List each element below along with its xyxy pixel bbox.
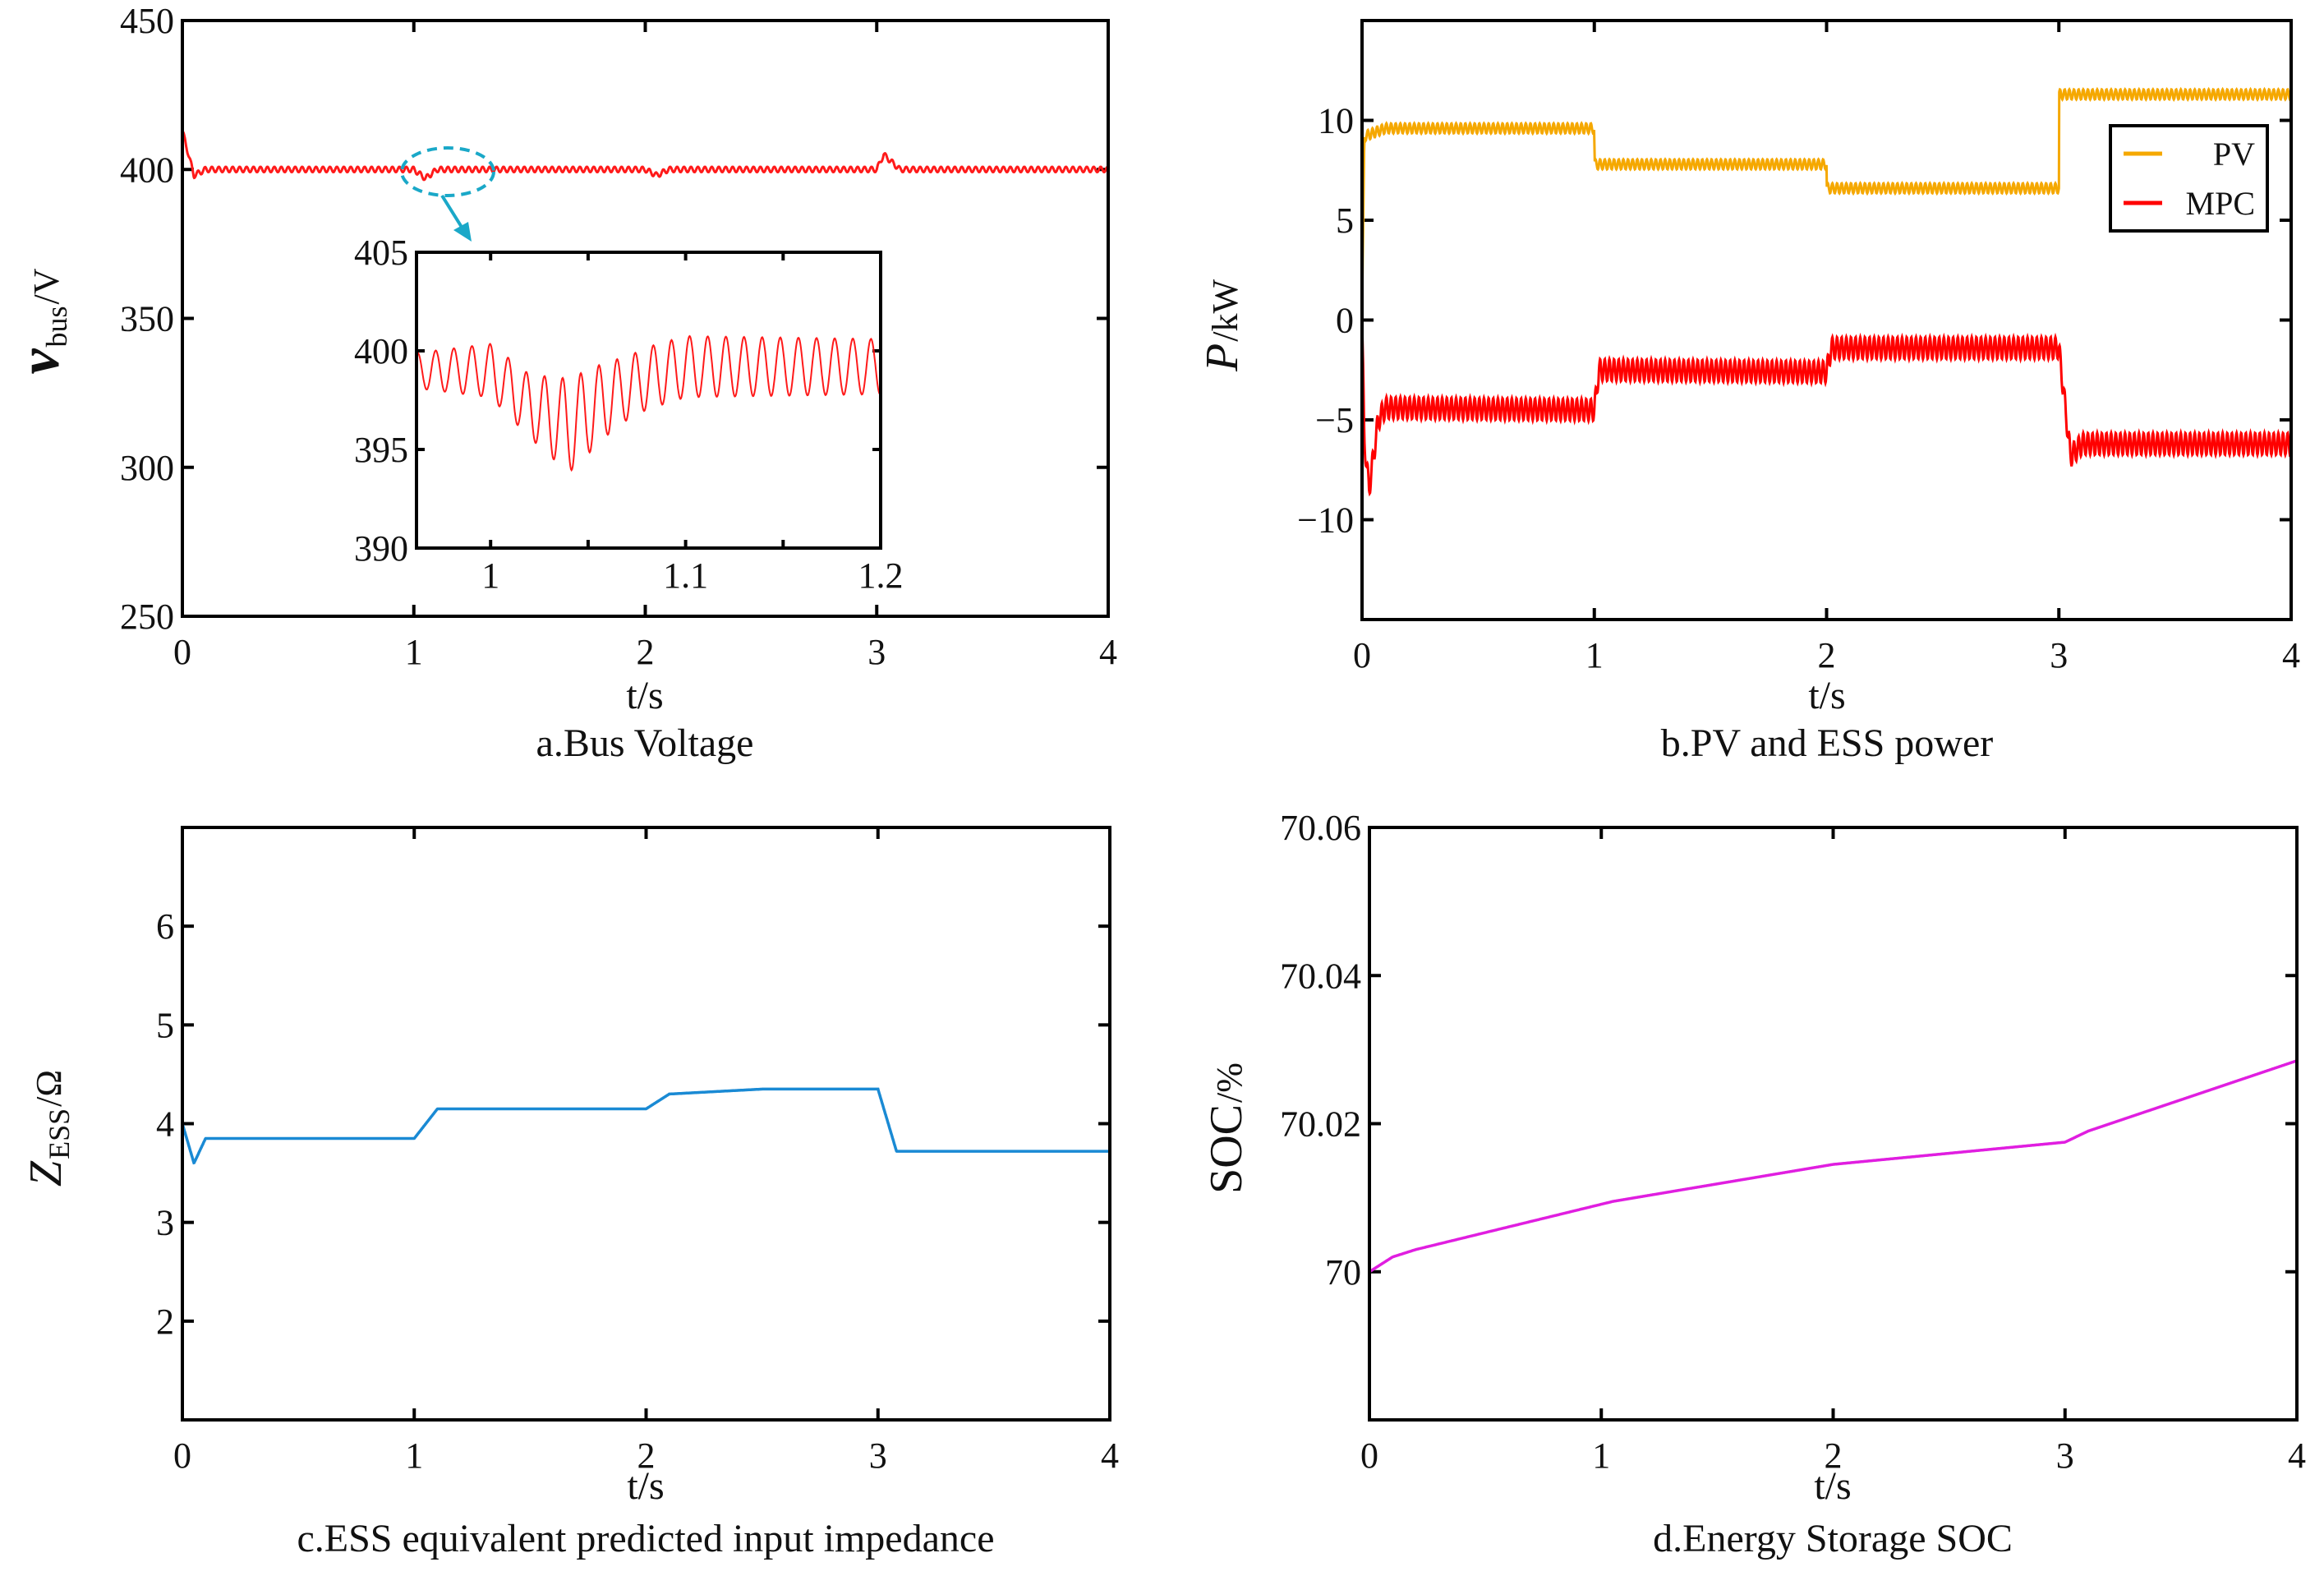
inset-x-tick-label: 1.2	[858, 555, 904, 596]
y-axis-label-var: SOC	[1201, 1104, 1252, 1194]
inset-x-tick-label: 1	[481, 555, 499, 596]
x-tick-label: 3	[2056, 1435, 2074, 1476]
x-tick-label: 3	[2050, 635, 2068, 675]
y-tick-label: 300	[120, 448, 174, 488]
legend-label-pv: PV	[2213, 136, 2255, 173]
x-tick-label: 1	[1585, 635, 1604, 675]
y-axis-label-unit: /%	[1209, 1062, 1249, 1103]
series-line-mpc	[1362, 320, 2291, 497]
y-tick-label: 10	[1318, 101, 1354, 141]
x-axis-label: t/s	[626, 674, 663, 717]
y-axis-label: SOC/%	[1201, 1062, 1252, 1194]
chart-title: a.Bus Voltage	[536, 721, 754, 765]
y-tick-label: 3	[156, 1203, 174, 1243]
y-axis-label-unit: /V	[26, 268, 67, 304]
series-line-soc	[1369, 1059, 2297, 1274]
inset-y-tick-label: 390	[354, 528, 408, 569]
y-axis-label-var: v	[8, 348, 71, 375]
plot-frame	[181, 19, 1110, 618]
inset-y-tick-label: 405	[354, 233, 408, 273]
x-tick-label: 1	[405, 632, 423, 672]
y-tick-label: −5	[1315, 400, 1354, 440]
x-tick-label: 4	[1101, 1435, 1119, 1476]
y-axis-label-unit: /kW	[1205, 279, 1245, 342]
x-tick-label: 4	[2282, 635, 2300, 675]
plot-frame	[1360, 19, 2293, 621]
y-axis-label: P/kW	[1197, 279, 1248, 372]
x-tick-label: 4	[1099, 632, 1117, 672]
zoom-region-ellipse	[400, 146, 495, 197]
panel-c: 0 1 2 3 4 2 3 4 5 6 t/s c.ESS equivalent predicted …	[21, 826, 1119, 1560]
panel-d: 0 1 2 3 4 70 70.02 70.04 70.06 t/s d.Energy Storag…	[1201, 808, 2306, 1560]
chart-title: b.PV and ESS power	[1661, 721, 1993, 765]
inset-series-line	[416, 334, 881, 472]
x-tick-label: 1	[405, 1435, 423, 1476]
series-line-vbus	[182, 130, 1108, 182]
x-axis-label: t/s	[1808, 674, 1845, 717]
legend-label-mpc: MPC	[2186, 185, 2256, 222]
series-line-zess	[182, 1087, 1110, 1165]
inset-y-tick-label: 395	[354, 430, 408, 470]
x-axis-label: t/s	[627, 1464, 664, 1508]
y-tick-label: 2	[156, 1302, 174, 1342]
y-tick-label: 4	[156, 1104, 174, 1145]
x-tick-label: 0	[1353, 635, 1371, 675]
y-tick-label: 70	[1325, 1252, 1361, 1293]
x-tick-label: 0	[173, 632, 191, 672]
y-axis-label-var: Z	[21, 1160, 71, 1187]
inset-y-tick-label: 400	[354, 331, 408, 371]
y-axis-label-sub: ESS	[43, 1108, 76, 1159]
y-axis-label-sub: bus	[40, 306, 73, 347]
y-tick-label: −10	[1297, 500, 1354, 541]
x-tick-label: 0	[1360, 1435, 1378, 1476]
y-tick-label: 450	[120, 1, 174, 41]
legend-box	[2109, 124, 2269, 233]
x-tick-label: 2	[637, 632, 655, 672]
chart-title: d.Energy Storage SOC	[1653, 1517, 2013, 1560]
y-tick-label: 70.02	[1280, 1104, 1361, 1145]
y-axis-label-var: P	[1197, 343, 1248, 372]
inset-zoom: 1 1.1 1.2 390 395 400 405	[354, 233, 904, 596]
y-tick-label: 400	[120, 150, 174, 190]
inset-frame	[415, 251, 882, 550]
y-tick-label: 70.06	[1280, 808, 1361, 848]
y-tick-label: 6	[156, 906, 174, 947]
inset-x-tick-label: 1.1	[663, 555, 708, 596]
y-tick-label: 5	[1336, 200, 1354, 241]
x-tick-label: 4	[2288, 1435, 2306, 1476]
y-tick-label: 70.04	[1280, 956, 1361, 996]
x-tick-label: 2	[1818, 635, 1836, 675]
plot-frame	[1368, 826, 2299, 1422]
y-tick-label: 350	[120, 299, 174, 339]
zoom-arrow-shaft	[440, 194, 464, 230]
series-line-pv	[1362, 86, 2291, 320]
y-axis-label-unit: /Ω	[29, 1070, 69, 1107]
legend: PV MPC	[2109, 124, 2269, 233]
zoom-arrow-head-icon	[453, 222, 472, 242]
y-tick-label: 250	[120, 597, 174, 637]
y-tick-label: 5	[156, 1005, 174, 1045]
x-tick-label: 3	[869, 1435, 887, 1476]
inset-background	[416, 252, 881, 548]
x-tick-label: 2	[1825, 1435, 1843, 1476]
x-axis-label: t/s	[1814, 1464, 1851, 1508]
panel-a: 0 1 2 3 4 250 300 350 400 450 t/s a.Bus Voltage vbus…	[8, 1, 1117, 765]
x-tick-label: 1	[1592, 1435, 1610, 1476]
x-tick-label: 0	[173, 1435, 191, 1476]
y-tick-label: 0	[1336, 301, 1354, 341]
chart-title: c.ESS equivalent predicted input impedan…	[297, 1517, 994, 1560]
plot-frame	[181, 826, 1111, 1422]
x-tick-label: 2	[637, 1435, 656, 1476]
x-tick-label: 3	[867, 632, 886, 672]
